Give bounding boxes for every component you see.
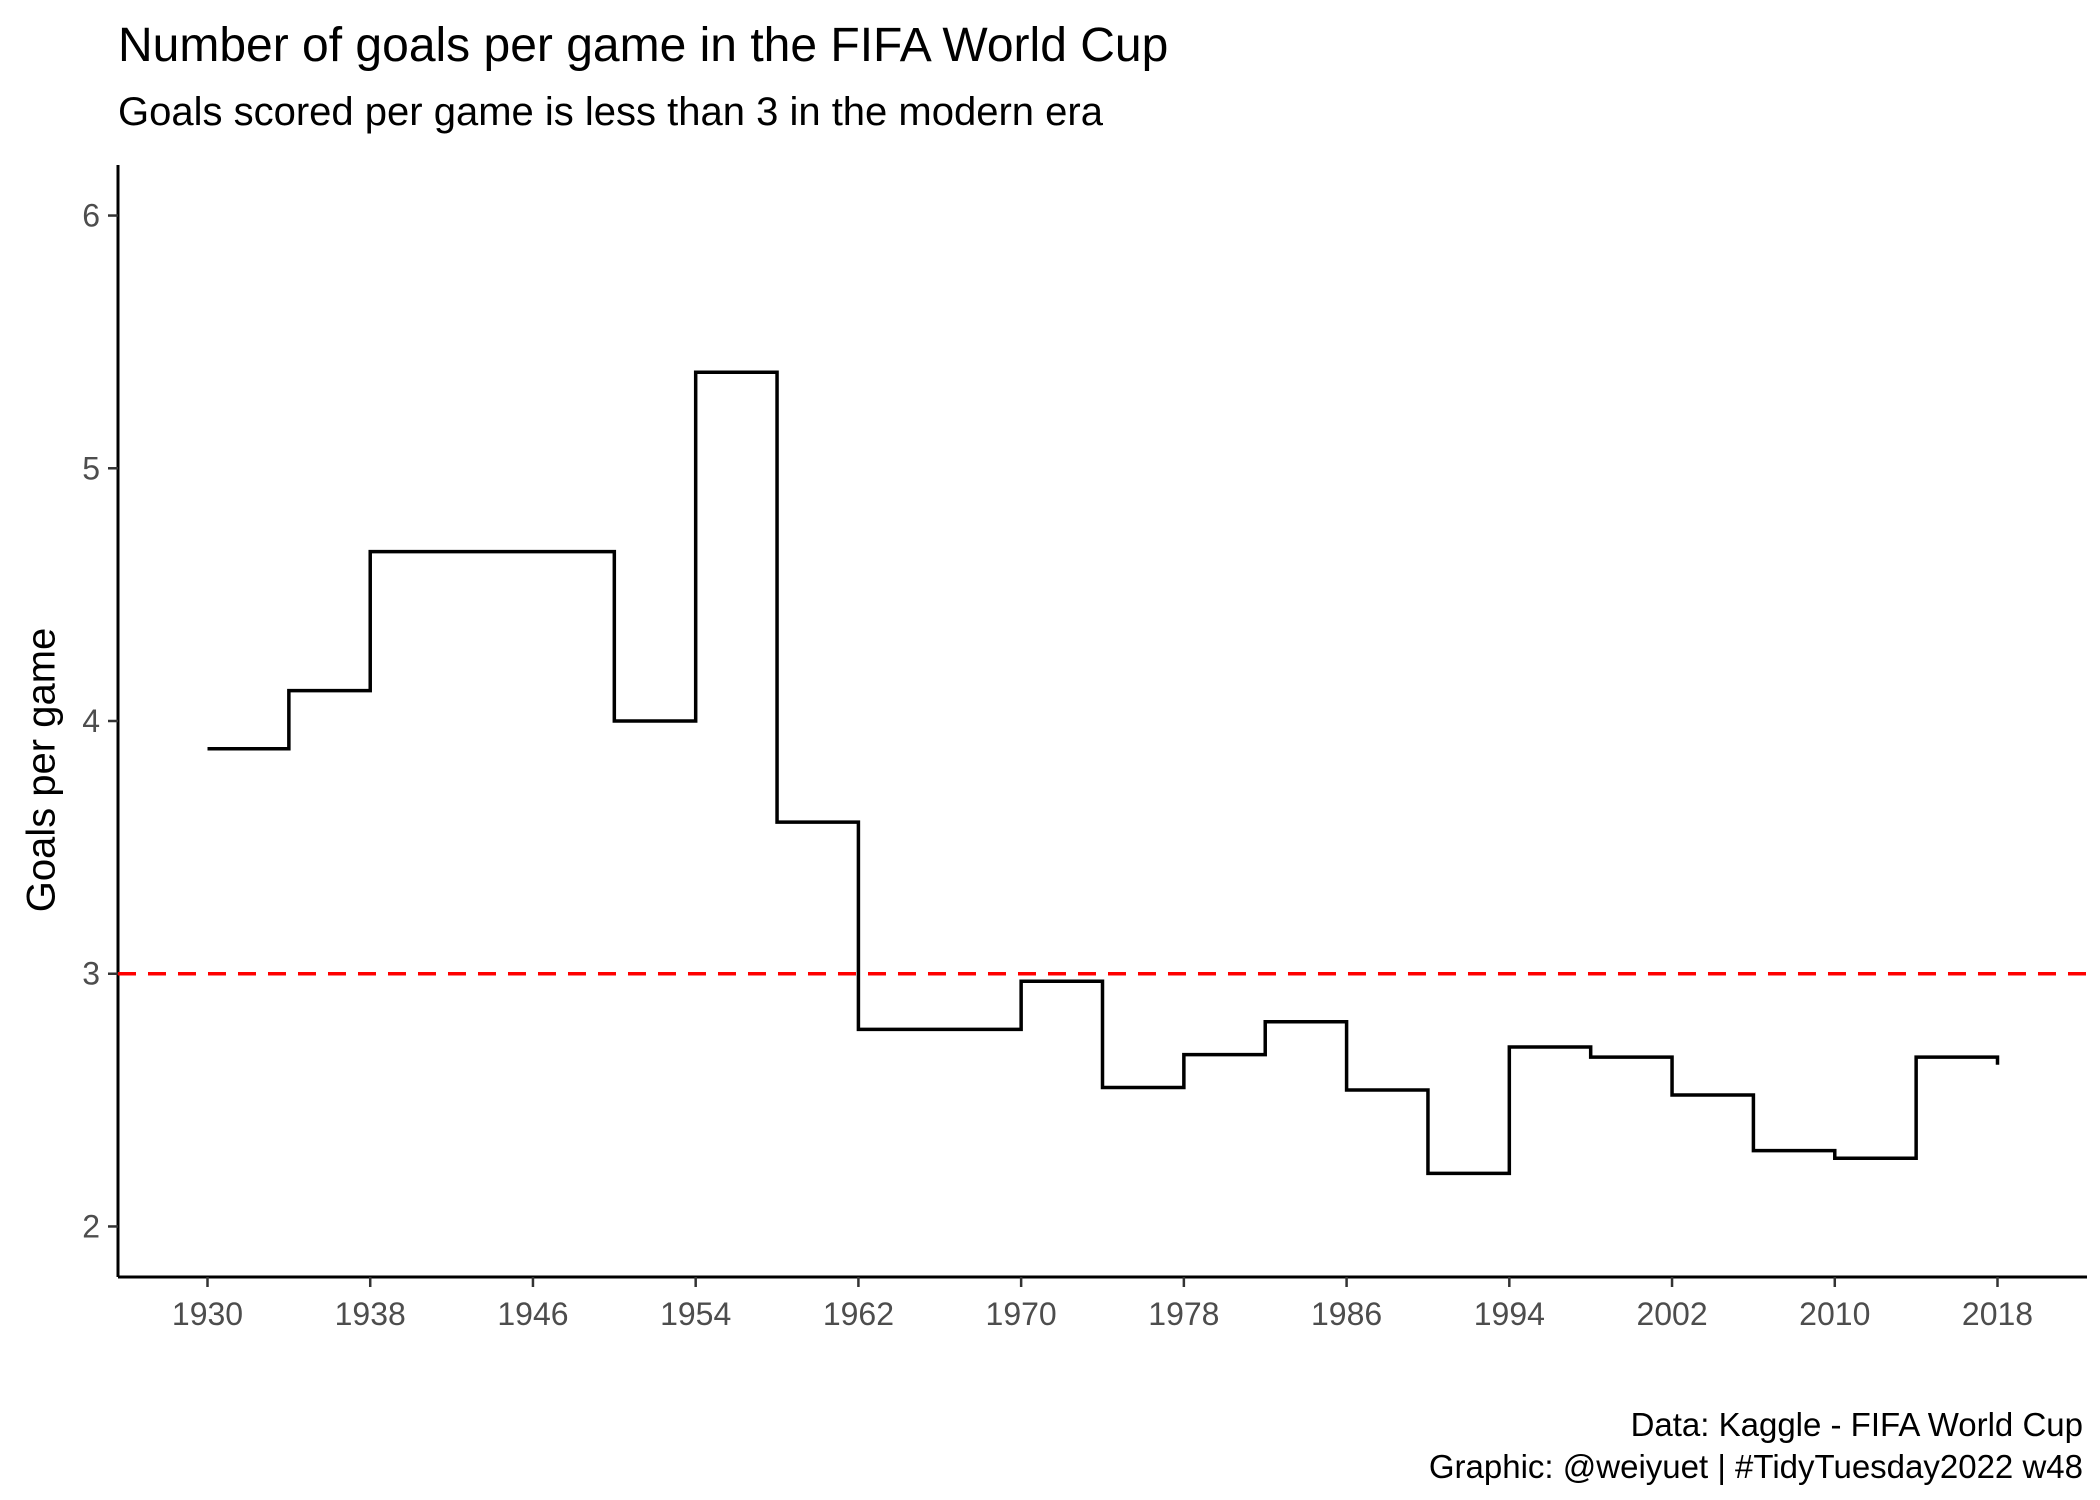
x-tick-label: 1978 [1148,1296,1219,1332]
x-tick-label: 1954 [660,1296,731,1332]
x-tick-label: 1986 [1311,1296,1382,1332]
x-tick-label: 1946 [497,1296,568,1332]
series-step-line [207,370,2000,1176]
caption-line-graphic-credit: Graphic: @weiyuet | #TidyTuesday2022 w48 [1428,1448,2083,1485]
caption-line-data-source: Data: Kaggle - FIFA World Cup [1630,1406,2083,1443]
chart-caption: Data: Kaggle - FIFA World Cup Graphic: @… [1429,1404,2083,1488]
y-tick-label: 3 [82,956,100,992]
x-tick-label: 2010 [1799,1296,1870,1332]
x-tick-label: 1970 [986,1296,1057,1332]
series-group [207,370,2000,1176]
x-tick-label: 1962 [823,1296,894,1332]
x-tick-label: 1930 [172,1296,243,1332]
y-tick-label: 6 [82,198,100,234]
y-tick-label: 5 [82,450,100,486]
x-tick-label: 2018 [1962,1296,2033,1332]
x-tick-label: 1938 [335,1296,406,1332]
x-tick-label: 1994 [1474,1296,1545,1332]
chart-title: Number of goals per game in the FIFA Wor… [118,19,1169,72]
chart-subtitle: Goals scored per game is less than 3 in … [118,90,1103,134]
y-tick-label: 4 [82,703,100,739]
axes: 2 3 4 5 6 1930 1938 1946 1954 1962 1970 1978 1986 199… [82,165,2087,1332]
y-tick-label: 2 [82,1208,100,1244]
x-tick-label: 2002 [1636,1296,1707,1332]
